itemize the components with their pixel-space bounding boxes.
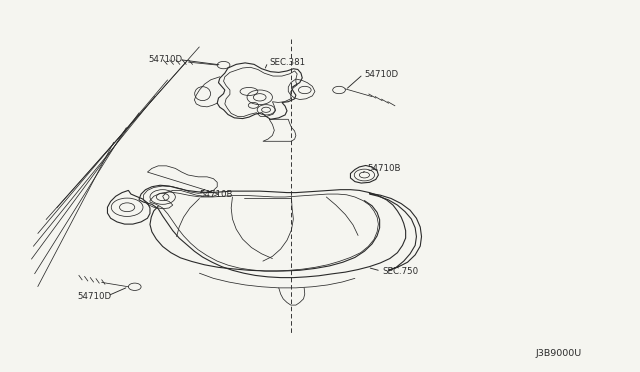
Text: 54710D: 54710D — [77, 292, 112, 301]
Text: 54710D: 54710D — [148, 55, 183, 64]
Text: SEC.381: SEC.381 — [269, 58, 305, 67]
Text: SEC.750: SEC.750 — [382, 266, 419, 276]
Text: J3B9000U: J3B9000U — [536, 349, 582, 358]
Text: 54710D: 54710D — [364, 70, 399, 79]
Text: 54710B: 54710B — [200, 190, 233, 199]
Text: 54710B: 54710B — [367, 164, 401, 173]
